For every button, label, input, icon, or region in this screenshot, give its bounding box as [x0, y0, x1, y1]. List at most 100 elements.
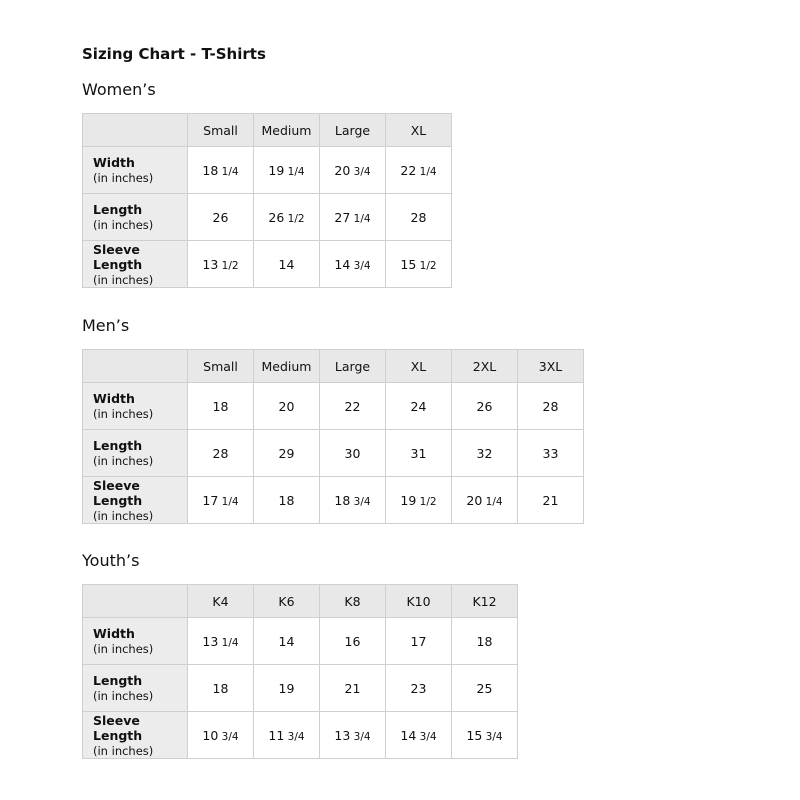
- measurement-value: 13 1/4: [187, 617, 254, 665]
- row-label: Width (in inches): [82, 146, 188, 194]
- measurement-name: Sleeve Length: [93, 712, 143, 743]
- row-label: Sleeve Length (in inches): [82, 476, 188, 524]
- measurement-value: 10 3/4: [187, 711, 254, 759]
- measurement-value: 18: [253, 476, 320, 524]
- measurement-value: 26: [451, 382, 518, 430]
- measurement-value: 20 3/4: [319, 146, 386, 194]
- table-row: Length (in inches) 26 26 1/2 27 1/4 28: [82, 193, 452, 241]
- measurement-value: 19 1/2: [385, 476, 452, 524]
- corner-cell: [82, 584, 188, 618]
- row-label: Length (in inches): [82, 429, 188, 477]
- measurement-value: 14: [253, 240, 320, 288]
- measurement-value: 14 3/4: [319, 240, 386, 288]
- measurement-value: 28: [517, 382, 584, 430]
- size-header: Medium: [253, 113, 320, 147]
- table-row: Length (in inches) 18 19 21 23 25: [82, 664, 518, 712]
- size-table: Small Medium Large XL Width (in inches) 18 1/4…: [82, 113, 452, 288]
- unit-label: (in inches): [93, 689, 154, 703]
- unit-label: (in inches): [93, 407, 154, 421]
- measurement-name: Width: [93, 626, 135, 641]
- measurement-value: 13 1/2: [187, 240, 254, 288]
- measurement-value: 14: [253, 617, 320, 665]
- measurement-value: 15 1/2: [385, 240, 452, 288]
- measurement-value: 22 1/4: [385, 146, 452, 194]
- unit-label: (in inches): [93, 642, 154, 656]
- measurement-value: 22: [319, 382, 386, 430]
- measurement-value: 13 3/4: [319, 711, 386, 759]
- size-header: Small: [187, 349, 254, 383]
- section-heading: Youth’s: [82, 551, 140, 570]
- measurement-value: 21: [319, 664, 386, 712]
- size-header: XL: [385, 349, 452, 383]
- measurement-name: Width: [93, 155, 135, 170]
- measurement-value: 18 3/4: [319, 476, 386, 524]
- section-heading: Women’s: [82, 80, 156, 99]
- unit-label: (in inches): [93, 171, 154, 185]
- header-row: Small Medium Large XL: [82, 113, 452, 147]
- measurement-name: Sleeve Length: [93, 241, 143, 272]
- size-header: K12: [451, 584, 518, 618]
- row-label: Sleeve Length (in inches): [82, 711, 188, 759]
- measurement-value: 15 3/4: [451, 711, 518, 759]
- row-label: Length (in inches): [82, 664, 188, 712]
- unit-label: (in inches): [93, 272, 154, 287]
- measurement-name: Sleeve Length: [93, 477, 143, 508]
- measurement-value: 31: [385, 429, 452, 477]
- measurement-value: 28: [187, 429, 254, 477]
- measurement-name: Width: [93, 391, 135, 406]
- size-header: Large: [319, 113, 386, 147]
- corner-cell: [82, 113, 188, 147]
- header-row: K4 K6 K8 K10 K12: [82, 584, 518, 618]
- measurement-value: 14 3/4: [385, 711, 452, 759]
- size-header: 2XL: [451, 349, 518, 383]
- table-row: Width (in inches) 18 20 22 24 26 28: [82, 382, 584, 430]
- size-header: K8: [319, 584, 386, 618]
- measurement-value: 26 1/2: [253, 193, 320, 241]
- size-header: K6: [253, 584, 320, 618]
- measurement-value: 19 1/4: [253, 146, 320, 194]
- size-header: K10: [385, 584, 452, 618]
- size-header: Medium: [253, 349, 320, 383]
- measurement-value: 21: [517, 476, 584, 524]
- measurement-name: Length: [93, 673, 143, 688]
- measurement-value: 18 1/4: [187, 146, 254, 194]
- measurement-value: 18: [451, 617, 518, 665]
- measurement-value: 17: [385, 617, 452, 665]
- size-table: K4 K6 K8 K10 K12 Width (in inches) 13 1/4 14 16 17…: [82, 584, 518, 759]
- size-header: XL: [385, 113, 452, 147]
- size-header: Large: [319, 349, 386, 383]
- measurement-value: 18: [187, 382, 254, 430]
- measurement-name: Length: [93, 202, 143, 217]
- size-header: 3XL: [517, 349, 584, 383]
- size-header: Small: [187, 113, 254, 147]
- table-row: Length (in inches) 28 29 30 31 32 33: [82, 429, 584, 477]
- measurement-value: 24: [385, 382, 452, 430]
- row-label: Width (in inches): [82, 617, 188, 665]
- measurement-value: 30: [319, 429, 386, 477]
- unit-label: (in inches): [93, 218, 154, 232]
- corner-cell: [82, 349, 188, 383]
- measurement-value: 20 1/4: [451, 476, 518, 524]
- measurement-value: 33: [517, 429, 584, 477]
- table-row: Sleeve Length (in inches) 13 1/2 14 14 3/4 15…: [82, 240, 452, 288]
- unit-label: (in inches): [93, 743, 154, 758]
- header-row: Small Medium Large XL 2XL 3XL: [82, 349, 584, 383]
- measurement-value: 18: [187, 664, 254, 712]
- size-table: Small Medium Large XL 2XL 3XL Width (in inches)…: [82, 349, 584, 524]
- measurement-value: 26: [187, 193, 254, 241]
- row-label: Width (in inches): [82, 382, 188, 430]
- table-row: Sleeve Length (in inches) 17 1/4 18 18 3/4 19…: [82, 476, 584, 524]
- section-heading: Men’s: [82, 316, 130, 335]
- page-title: Sizing Chart - T-Shirts: [82, 45, 266, 63]
- table-row: Sleeve Length (in inches) 10 3/4 11 3/4 13 3…: [82, 711, 518, 759]
- measurement-value: 23: [385, 664, 452, 712]
- size-header: K4: [187, 584, 254, 618]
- measurement-value: 19: [253, 664, 320, 712]
- measurement-value: 32: [451, 429, 518, 477]
- measurement-value: 11 3/4: [253, 711, 320, 759]
- measurement-value: 28: [385, 193, 452, 241]
- unit-label: (in inches): [93, 454, 154, 468]
- measurement-value: 27 1/4: [319, 193, 386, 241]
- row-label: Length (in inches): [82, 193, 188, 241]
- table-row: Width (in inches) 18 1/4 19 1/4 20 3/4 22 1/4: [82, 146, 452, 194]
